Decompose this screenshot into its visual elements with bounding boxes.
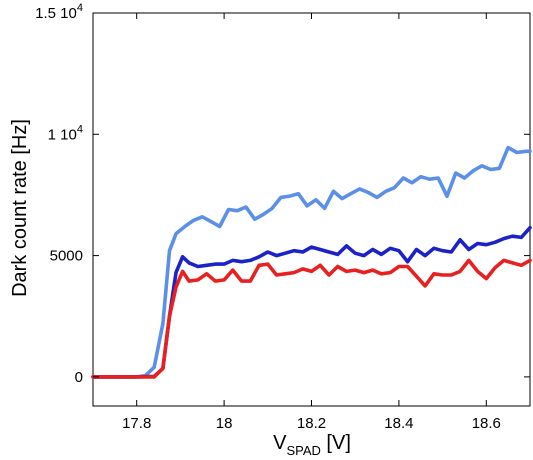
series-line-3 [91,258,532,379]
x-tick-label-4: 18.6 [472,415,501,432]
x-axis-title-unit: [V] [321,432,351,454]
x-tick-label-0: 17.8 [122,415,151,432]
y-tick-label-3: 1.5 104 [35,2,83,22]
y-tick-label-0: 0 [75,369,83,386]
series-line-2 [91,225,532,379]
tick-layer: 17.8 18 18.2 18.4 18.6 0 5000 1 104 1.5 104 [35,2,530,432]
x-axis-title-sub: SPAD [286,443,320,458]
x-tick-label-2: 18.2 [297,415,326,432]
x-tick-label-1: 18 [216,415,233,432]
series-line-1 [91,145,532,379]
y-axis-title: Dark count rate [Hz] [9,119,31,297]
series-layer [91,145,532,379]
x-axis-title-main: V [273,432,287,454]
y-tick-label-1: 5000 [50,248,83,265]
y-tick-label-2: 1 104 [48,123,83,143]
x-axis-title: VSPAD [V] [273,432,351,458]
x-tick-label-3: 18.4 [384,415,413,432]
